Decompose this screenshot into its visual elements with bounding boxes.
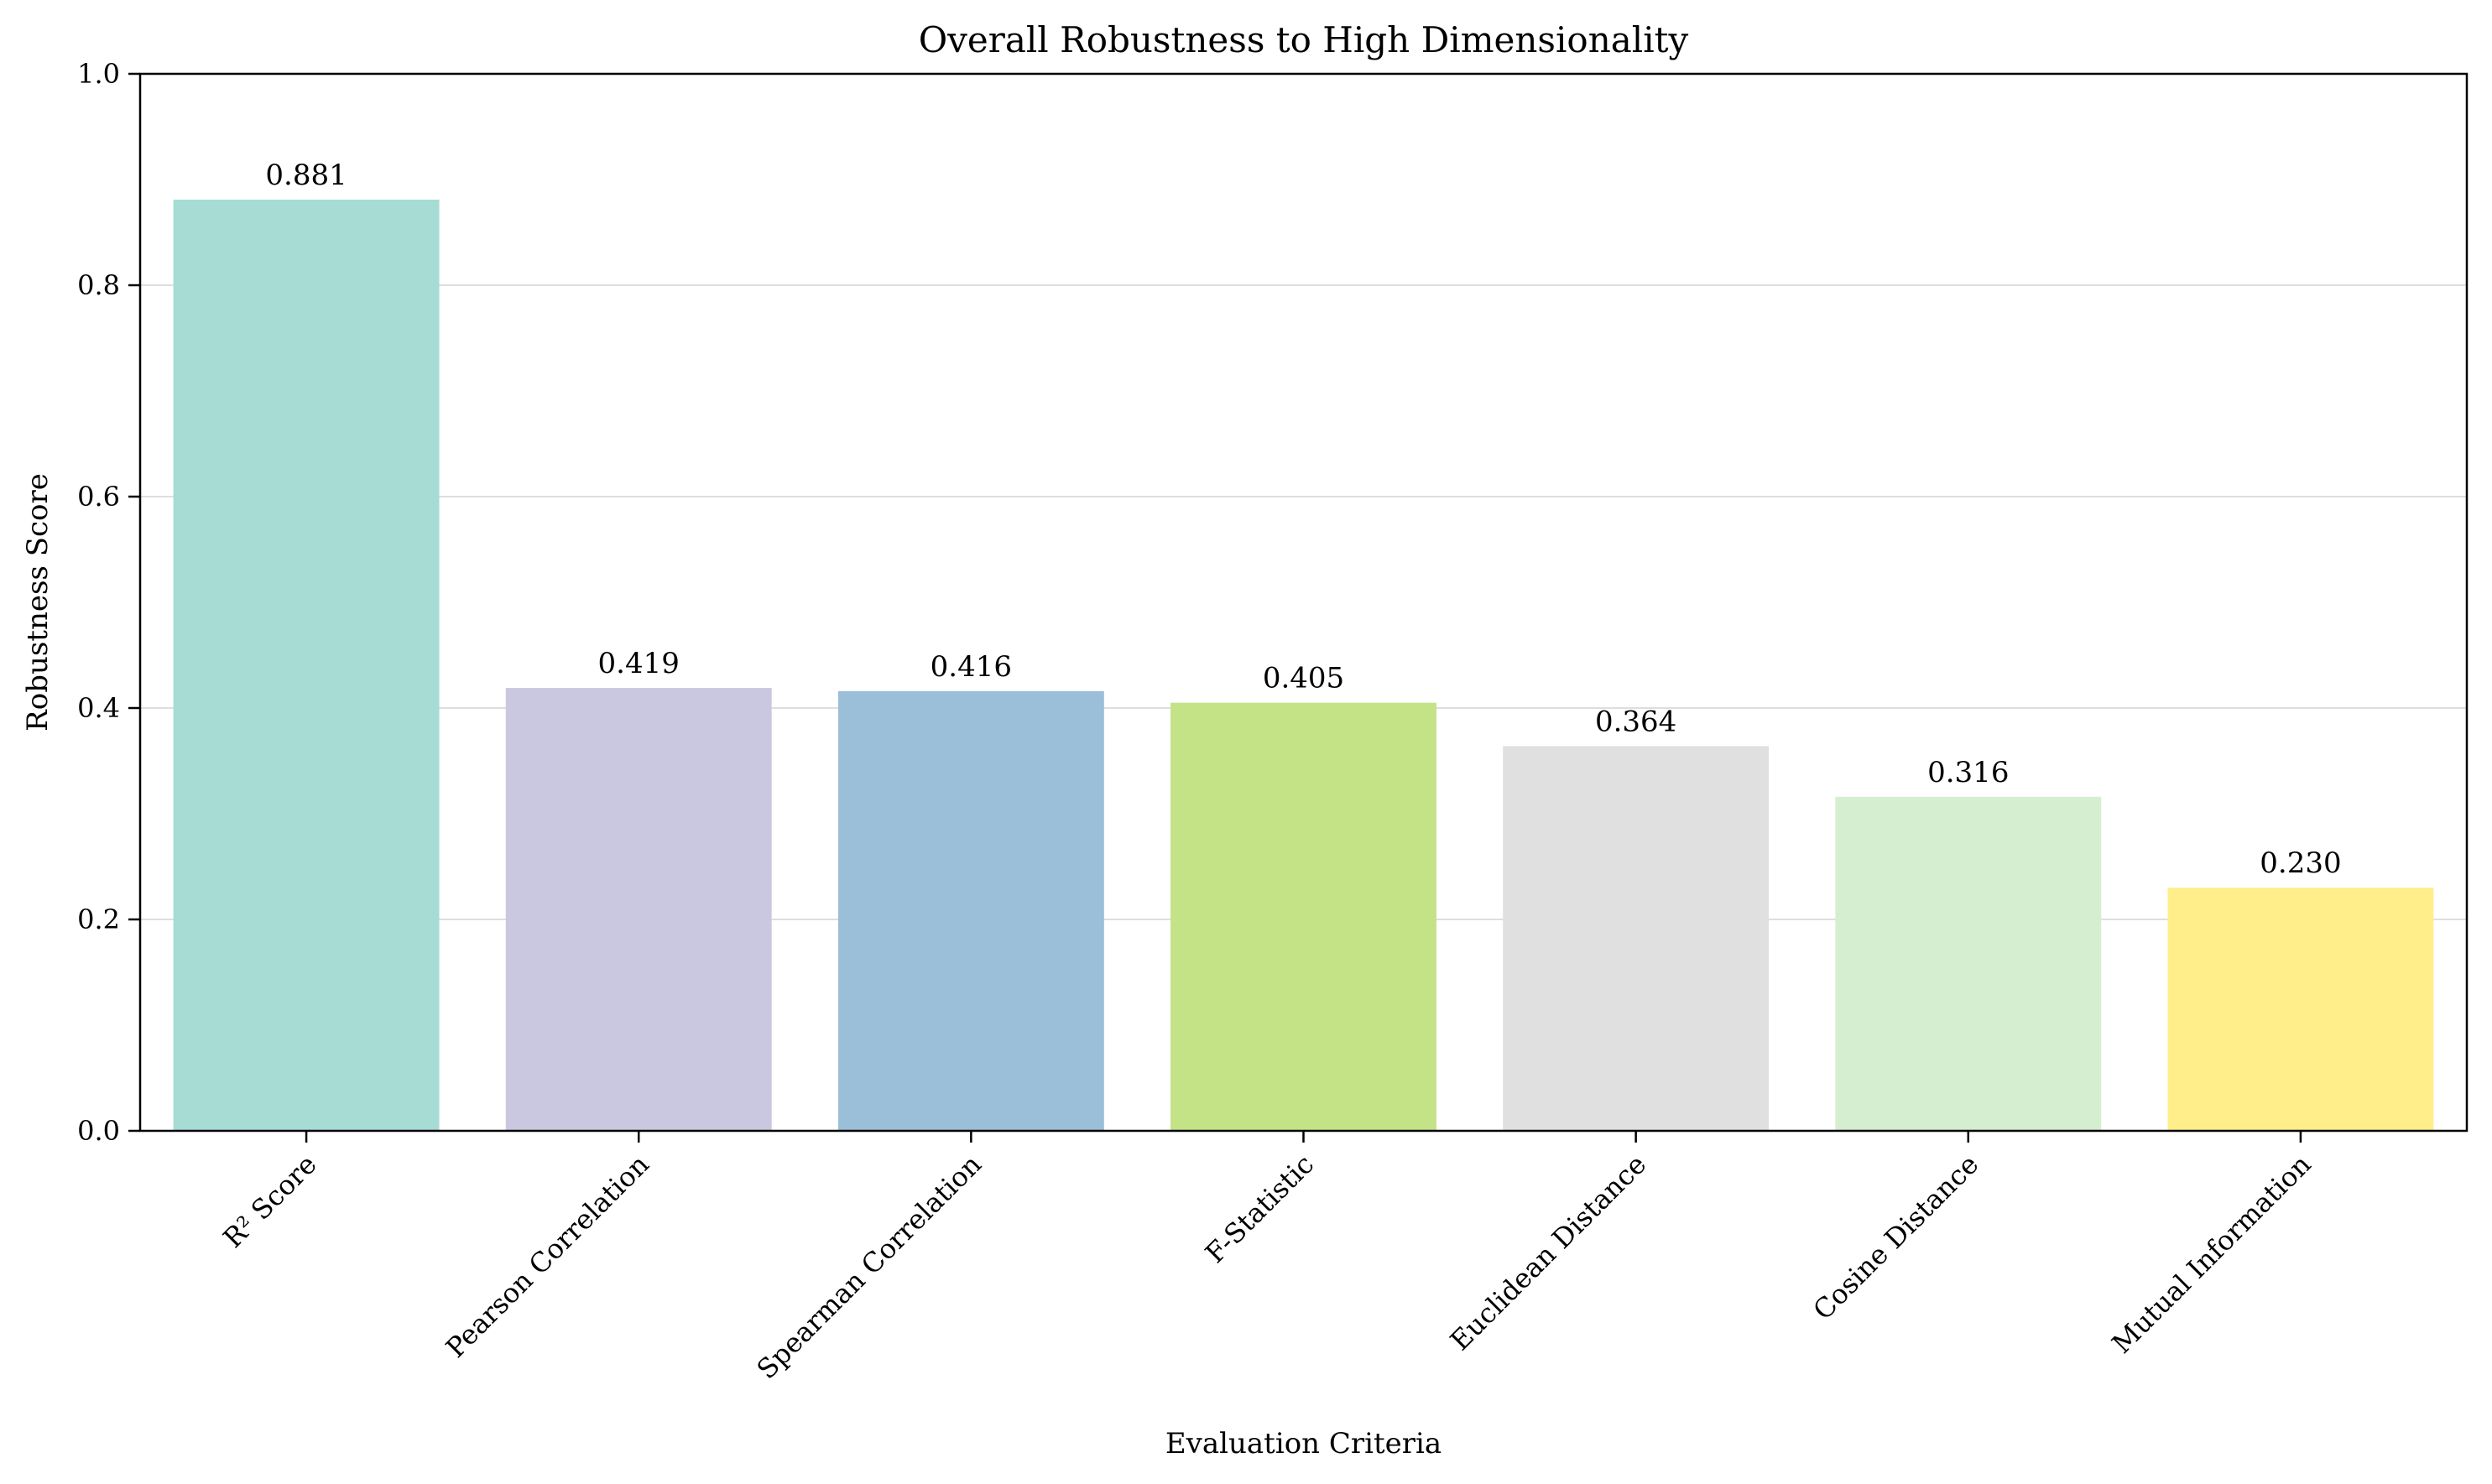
value-label: 0.230 xyxy=(2260,846,2341,880)
bar xyxy=(837,690,1104,1131)
x-axis-label: Evaluation Criteria xyxy=(1165,1427,1442,1461)
bar xyxy=(1170,702,1436,1131)
y-axis-ticks: 0.0 0.2 0.4 0.6 0.8 1.0 xyxy=(77,58,140,1147)
bar xyxy=(173,199,440,1132)
bar xyxy=(2167,888,2434,1131)
value-label: 0.364 xyxy=(1595,705,1676,738)
value-label: 0.416 xyxy=(931,650,1012,684)
value-label: 0.405 xyxy=(1263,662,1344,695)
value-labels: 0.881 0.419 0.416 0.405 0.364 0.316 0.230 xyxy=(265,159,2341,880)
bar xyxy=(1835,796,2102,1131)
x-tick-label: R² Score xyxy=(217,1148,323,1254)
chart-title: Overall Robustness to High Dimensionalit… xyxy=(919,19,1689,60)
value-label: 0.316 xyxy=(1927,756,2009,789)
y-tick-label: 0.4 xyxy=(77,692,120,724)
bar xyxy=(505,688,772,1131)
y-tick-label: 0.0 xyxy=(77,1115,120,1147)
y-tick-label: 0.8 xyxy=(77,269,120,301)
x-tick-label: Euclidean Distance xyxy=(1444,1148,1652,1356)
x-tick-label: Spearman Correlation xyxy=(751,1148,988,1385)
value-label: 0.419 xyxy=(598,647,680,680)
x-tick-label: F-Statistic xyxy=(1199,1148,1320,1269)
bars xyxy=(173,199,2434,1132)
y-tick-label: 0.6 xyxy=(77,481,120,513)
y-tick-label: 1.0 xyxy=(77,58,120,90)
x-tick-label: Cosine Distance xyxy=(1806,1148,1984,1326)
x-tick-label: Mutual Information xyxy=(2106,1148,2317,1360)
value-label: 0.881 xyxy=(265,159,347,192)
bar xyxy=(1503,746,1770,1131)
y-axis-label: Robustness Score xyxy=(21,473,55,732)
y-tick-label: 0.2 xyxy=(77,903,120,935)
x-axis-ticks: R² Score Pearson Correlation Spearman Corr… xyxy=(217,1131,2317,1385)
x-tick-label: Pearson Correlation xyxy=(440,1148,655,1364)
